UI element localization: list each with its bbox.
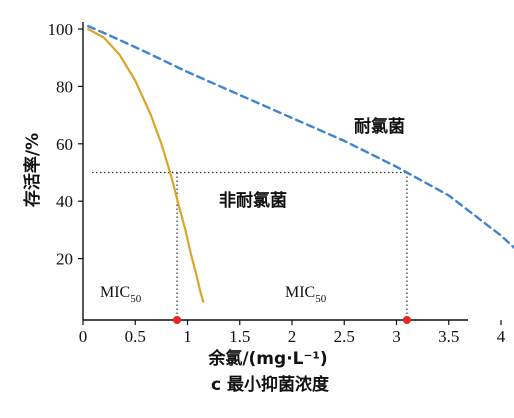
series-group bbox=[86, 24, 514, 303]
mic-markers bbox=[173, 316, 411, 324]
x-tick-label: 3 bbox=[392, 327, 401, 346]
y-tick-label: 60 bbox=[56, 135, 73, 154]
series-line-resistant bbox=[86, 24, 514, 250]
series-label-nonresistant: 非耐氯菌 bbox=[219, 190, 287, 211]
x-axis-title: 余氯/(mg·L⁻¹) bbox=[207, 348, 327, 369]
series-label-resistant: 耐氯菌 bbox=[354, 116, 405, 137]
y-tick-label: 80 bbox=[56, 77, 73, 96]
y-tick-label: 40 bbox=[56, 192, 73, 211]
mic-label-right: MIC50 bbox=[285, 284, 327, 305]
x-tick-label: 2.5 bbox=[334, 327, 355, 346]
y-tick-label: 20 bbox=[56, 250, 73, 269]
x-ticks: 00.511.522.533.544.55 bbox=[79, 320, 506, 346]
mic-marker bbox=[402, 316, 411, 324]
y-ticks: 20 40 60 80 100 bbox=[48, 20, 83, 269]
y-axis-title: 存活率/% bbox=[22, 133, 43, 207]
x-tick-label: 1 bbox=[183, 327, 192, 346]
chart-caption: c 最小抑菌浓度 bbox=[211, 374, 330, 395]
series-line-nonresistant bbox=[87, 27, 205, 303]
mic-label-left: MIC50 bbox=[100, 284, 142, 305]
x-tick-label: 0 bbox=[79, 327, 88, 346]
mic-marker bbox=[173, 316, 182, 324]
x-tick-label: 2 bbox=[288, 327, 297, 346]
y-tick-label: 100 bbox=[48, 20, 74, 39]
x-tick-label: 3.5 bbox=[438, 327, 459, 346]
axes bbox=[82, 22, 468, 321]
x-tick-label: 4 bbox=[497, 327, 506, 346]
x-tick-label: 1.5 bbox=[229, 327, 250, 346]
x-tick-label: 0.5 bbox=[125, 327, 146, 346]
